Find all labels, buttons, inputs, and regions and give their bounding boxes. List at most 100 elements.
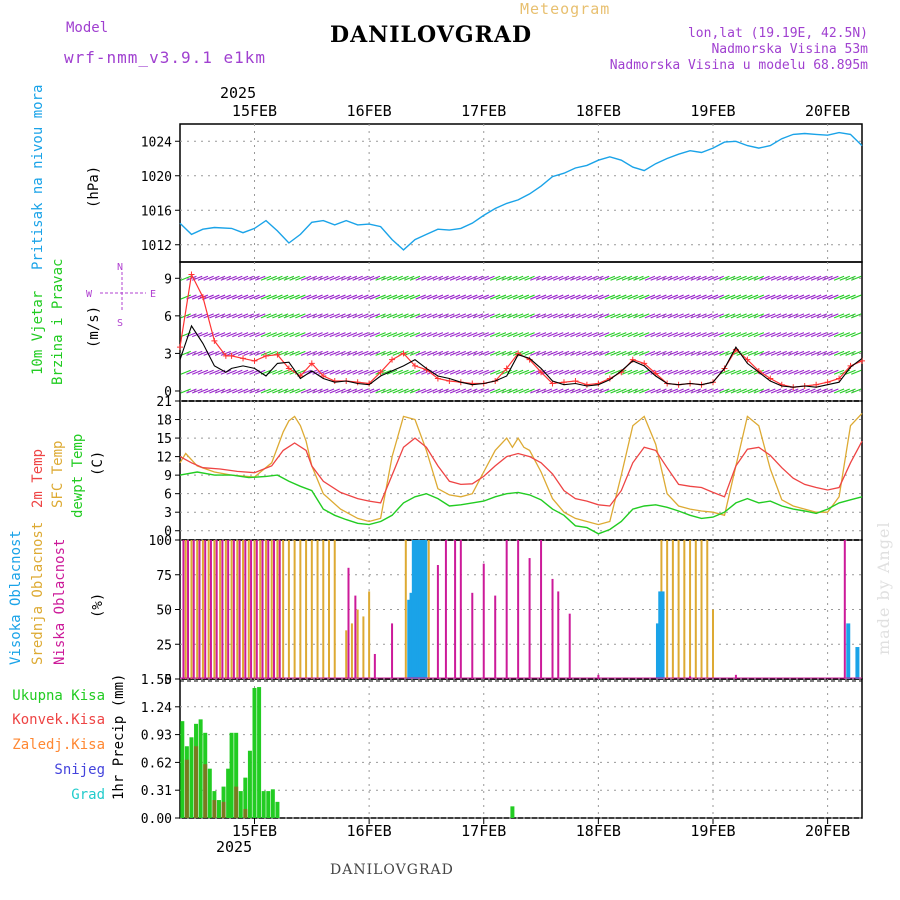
wind-direction-arrow [747, 294, 759, 300]
wind-direction-arrow [839, 350, 851, 356]
wind-direction-arrow [226, 313, 237, 319]
wind-direction-arrow [639, 313, 650, 319]
wind-direction-arrow [449, 275, 461, 281]
wind-direction-arrow [255, 388, 266, 394]
date-tick-label-bottom: 18FEB [576, 822, 621, 840]
wind-direction-arrow [386, 369, 398, 375]
precip-total-bar [226, 768, 231, 818]
wind-direction-arrow [306, 275, 318, 281]
precip-unit-label: 1hr Precip (mm) [111, 673, 127, 800]
wind-direction-arrow [272, 369, 283, 375]
wind-direction-arrow [455, 313, 467, 319]
wind-direction-arrow [461, 313, 472, 319]
date-tick-label-top: 20FEB [805, 102, 850, 120]
wind-direction-arrow [730, 369, 742, 375]
wind-direction-arrow [736, 369, 747, 375]
wind-direction-arrow [810, 332, 822, 338]
wind-direction-arrow [621, 350, 633, 356]
wind-direction-arrow [679, 332, 690, 338]
y-tick-label: 3 [164, 347, 172, 362]
wind-direction-arrow [415, 369, 426, 375]
wind-direction-arrow [243, 388, 254, 394]
y-tick-label: 0 [164, 385, 172, 400]
wind-direction-arrow [409, 275, 421, 281]
wind-direction-arrow [358, 369, 369, 375]
model-label: Model [66, 20, 109, 36]
wind-direction-arrow [644, 350, 656, 356]
wind-side-label-2: Brzina i Pravac [50, 258, 66, 385]
wind-direction-arrow [232, 313, 243, 319]
wind-direction-arrow [747, 275, 759, 281]
wind-direction-arrow [564, 350, 575, 356]
wind-direction-arrow [283, 332, 295, 338]
wind-direction-arrow [518, 313, 530, 319]
wind-direction-arrow [289, 350, 300, 356]
wind-direction-arrow [759, 294, 770, 300]
compass-s: S [117, 318, 124, 329]
wind-direction-arrow [329, 350, 340, 356]
wind-direction-arrow [260, 313, 272, 319]
wind-direction-arrow [793, 294, 805, 300]
wind-direction-arrow [564, 388, 575, 394]
wind-direction-arrow [272, 332, 283, 338]
wind-direction-arrow [484, 275, 495, 281]
wind-direction-arrow [421, 313, 432, 319]
wind-direction-arrow [610, 388, 621, 394]
wind-direction-arrow [490, 369, 501, 375]
wind-direction-arrow [375, 388, 386, 394]
wind-direction-arrow [426, 294, 438, 300]
cloud-mid-bar [270, 540, 273, 679]
precip-total-bar [198, 719, 203, 818]
precip-total-bar [252, 687, 257, 818]
wind-direction-arrow [587, 332, 598, 338]
wind-direction-arrow [363, 313, 375, 319]
wind-direction-arrow [724, 388, 736, 394]
precip-hail-label: Grad [71, 787, 105, 803]
wind-direction-arrow [661, 369, 673, 375]
y-tick-label: 100 [149, 534, 172, 549]
wind-direction-arrow [249, 275, 260, 281]
wind-direction-arrow [312, 313, 323, 319]
wind-direction-arrow [266, 275, 277, 281]
wind-direction-arrow [501, 332, 512, 338]
wind-direction-arrow [444, 275, 455, 281]
wind-speed-line [179, 324, 863, 388]
wind-direction-arrow [805, 332, 816, 338]
wind-direction-arrow [335, 350, 346, 356]
wind-direction-arrow [851, 313, 862, 319]
wind-direction-arrow [656, 294, 667, 300]
wind-direction-arrow [822, 275, 833, 281]
wind-direction-arrow [581, 313, 593, 319]
wind-direction-arrow [186, 350, 197, 356]
wind-direction-arrow [707, 369, 719, 375]
wind-direction-arrow [335, 332, 346, 338]
wind-direction-arrow [828, 350, 839, 356]
wind-direction-arrow [524, 388, 535, 394]
wind-direction-arrow [696, 294, 707, 300]
wind-direction-arrow [530, 294, 541, 300]
cloud-mid-bar [362, 616, 365, 679]
wind-direction-arrow [295, 350, 306, 356]
wind-direction-arrow [461, 275, 472, 281]
cloud-mid-bar [333, 540, 336, 679]
wind-direction-arrow [782, 332, 793, 338]
wind-direction-arrow [358, 350, 369, 356]
wind-direction-arrow [381, 332, 392, 338]
wind-direction-arrow [358, 388, 369, 394]
wind-direction-arrow [570, 332, 581, 338]
wind-direction-arrow [438, 350, 449, 356]
wind-direction-arrow [277, 332, 289, 338]
wind-direction-arrow [639, 369, 650, 375]
cloud-mid-bar [677, 540, 680, 679]
wind-direction-arrow [444, 369, 455, 375]
wind-direction-arrow [220, 388, 232, 394]
wind-direction-arrow [742, 332, 753, 338]
wind-direction-arrow [472, 294, 484, 300]
wind-direction-arrow [289, 332, 300, 338]
wind-direction-arrow [277, 294, 289, 300]
wind-direction-arrow [404, 332, 415, 338]
wind-direction-arrow [805, 275, 816, 281]
wind-direction-arrow [598, 275, 610, 281]
wind-direction-arrow [363, 294, 375, 300]
wind-direction-arrow [839, 294, 851, 300]
